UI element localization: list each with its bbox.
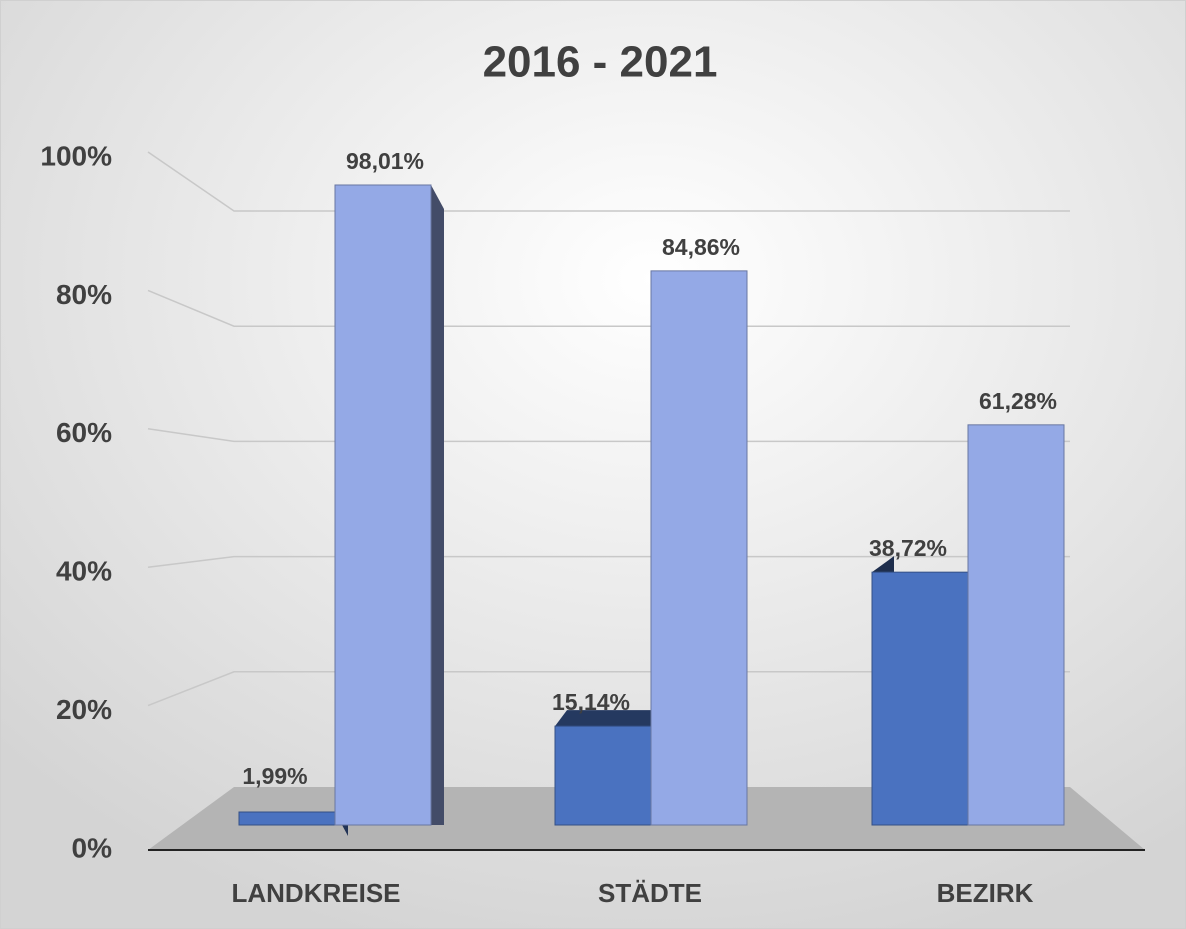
data-label: 15,14% [552,689,630,715]
x-tick-label: STÄDTE [598,878,702,908]
grid-line [147,428,1070,443]
y-tick-label: 20% [56,694,112,725]
bar [871,571,969,826]
y-tick-label: 60% [56,417,112,448]
data-label: 61,28% [979,388,1057,414]
grid-line [147,289,1070,327]
bar [650,270,748,826]
y-tick-label: 100% [40,140,112,171]
bar-side [431,184,444,826]
bar-top [555,710,651,727]
data-label: 1,99% [242,763,307,789]
bar [238,811,336,826]
grid-line [147,151,1070,212]
y-tick-label: 40% [56,556,112,587]
data-label: 38,72% [869,535,947,561]
grid-line [147,671,1070,707]
bar [334,184,432,826]
y-tick-label: 0% [72,832,113,863]
bar [967,424,1065,826]
x-tick-label: BEZIRK [937,878,1034,908]
data-label: 98,01% [346,148,424,174]
grid-line [147,555,1070,568]
bar [554,725,652,826]
x-tick-label: LANDKREISE [231,878,400,908]
data-label: 84,86% [662,234,740,260]
y-tick-label: 80% [56,279,112,310]
chart-title: 2016 - 2021 [483,38,718,87]
